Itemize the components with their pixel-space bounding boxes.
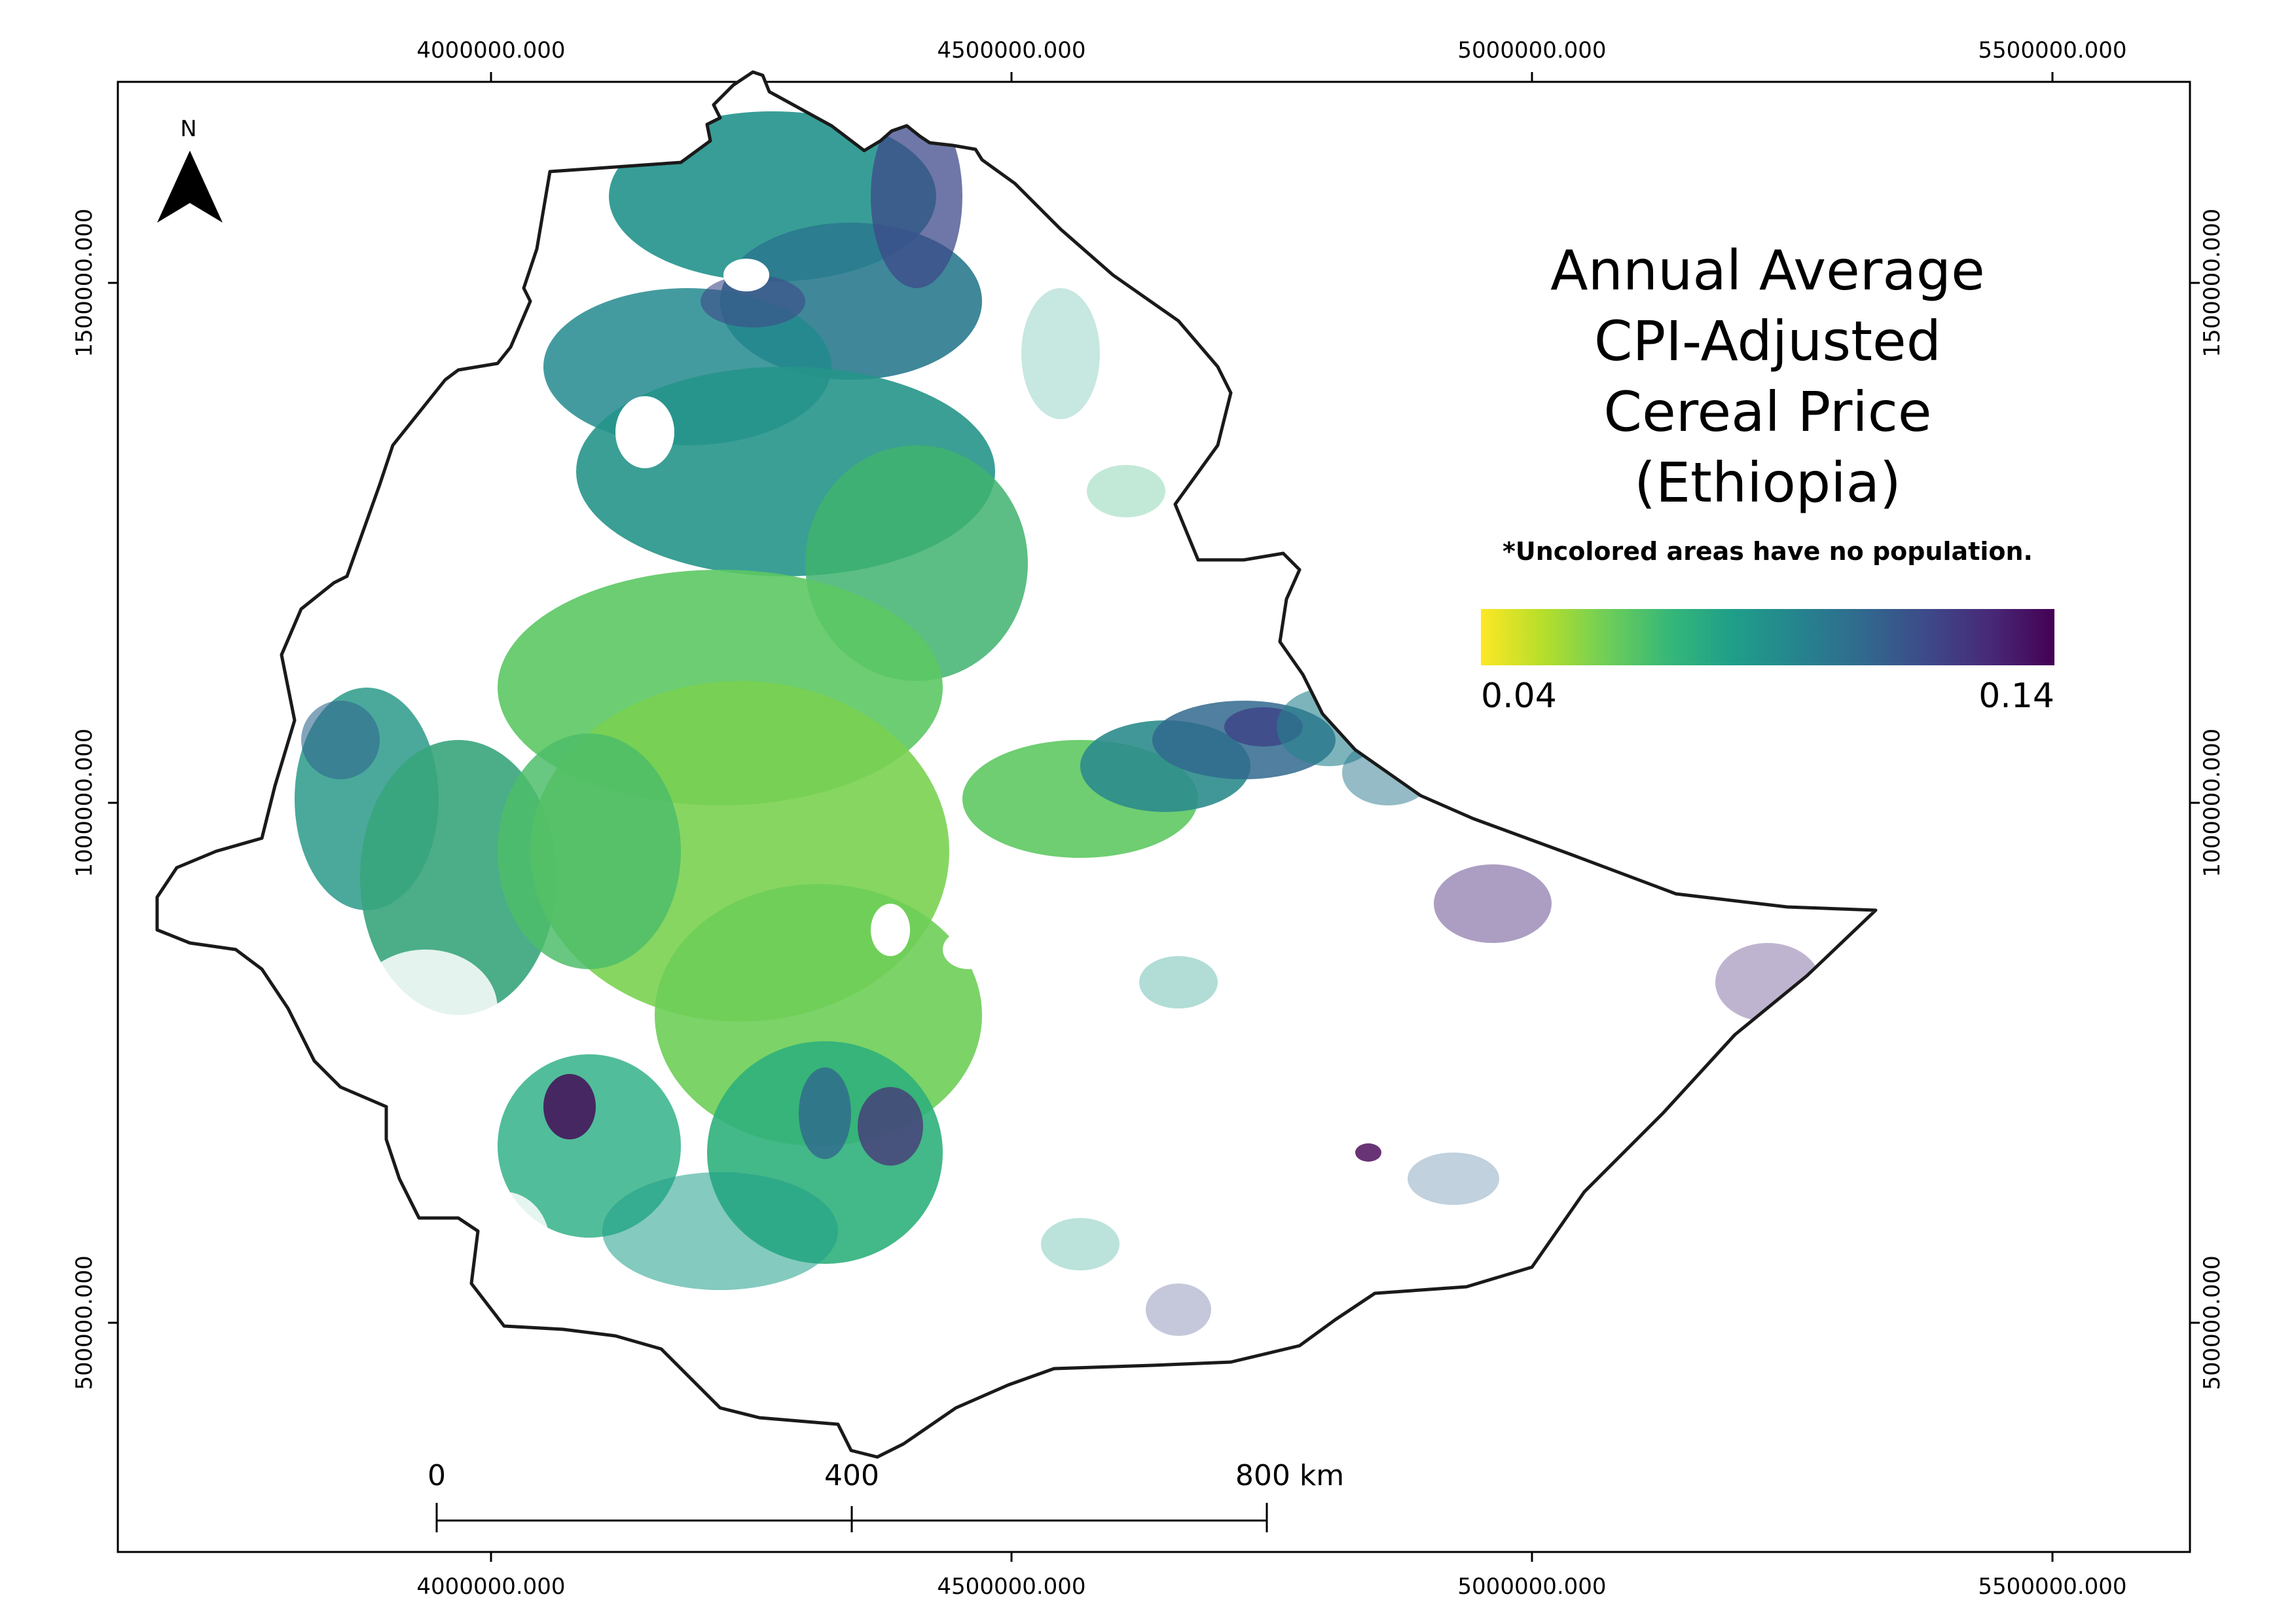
scale-bar: [435, 1503, 1268, 1532]
title-line-2: CPI-Adjusted: [1594, 309, 1941, 373]
north-arrow-icon: [157, 151, 223, 223]
y-tick-right-3: 500000.000: [2199, 1255, 2225, 1390]
map-frame: [117, 81, 2191, 1553]
y-tick-left-3: 500000.000: [71, 1255, 98, 1390]
y-tick-left-1: 1500000.000: [71, 208, 98, 357]
north-arrow-label: N: [180, 116, 196, 142]
x-tick-top-4: 5500000.000: [1978, 37, 2126, 64]
y-tick-right-1: 1500000.000: [2199, 208, 2225, 357]
x-tick-bottom-4: 5500000.000: [1978, 1574, 2126, 1600]
x-tick-top-1: 4000000.000: [416, 37, 565, 64]
scale-label-800: 800 km: [1235, 1459, 1344, 1492]
graticule-ticks: [108, 72, 2200, 1562]
x-tick-bottom-2: 4500000.000: [937, 1574, 1085, 1600]
scale-label-400: 400: [824, 1459, 879, 1492]
y-tick-right-2: 1000000.000: [2199, 728, 2225, 877]
legend-min-label: 0.04: [1481, 676, 1557, 716]
y-tick-left-2: 1000000.000: [71, 728, 98, 877]
x-tick-bottom-3: 5000000.000: [1457, 1574, 1606, 1600]
north-arrow: N: [157, 116, 223, 223]
map-title: Annual Average CPI-Adjusted Cereal Price…: [1550, 238, 1985, 515]
title-line-3: Cereal Price: [1603, 380, 1931, 444]
x-tick-top-3: 5000000.000: [1457, 37, 1606, 64]
population-note: *Uncolored areas have no population.: [1503, 537, 2033, 566]
scale-label-0: 0: [428, 1459, 446, 1492]
legend-color-ramp: [1481, 609, 2054, 665]
x-tick-top-2: 4500000.000: [937, 37, 1085, 64]
title-line-4: (Ethiopia): [1634, 451, 1901, 515]
legend-max-label: 0.14: [1978, 676, 2054, 716]
title-line-1: Annual Average: [1550, 238, 1985, 303]
x-tick-bottom-1: 4000000.000: [416, 1574, 565, 1600]
